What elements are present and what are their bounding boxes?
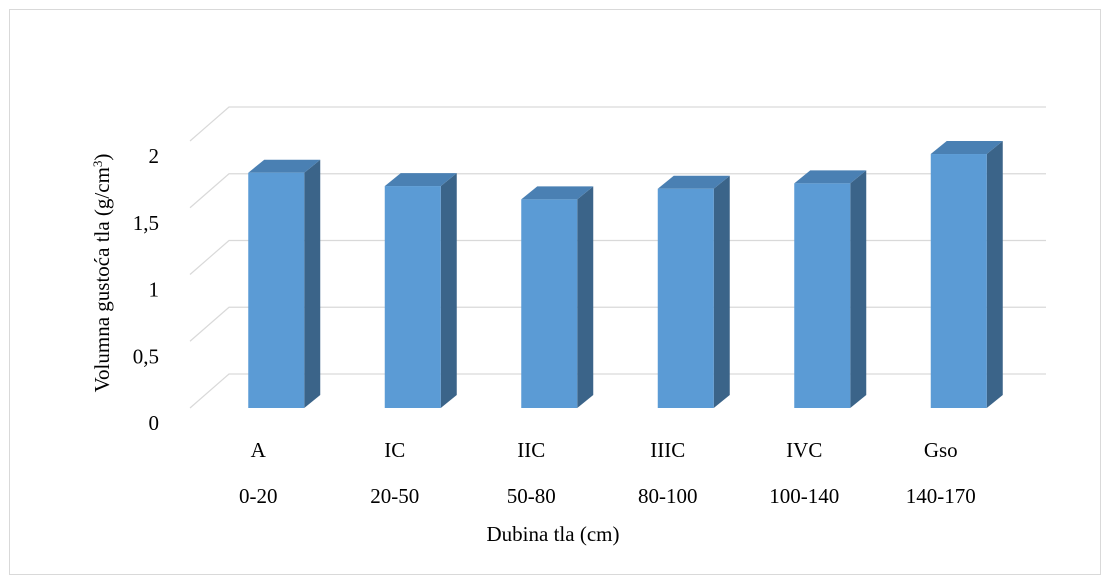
bar-side-face [577, 186, 594, 408]
x-category-horizon: Gso [924, 438, 958, 462]
x-category-depth: 100-140 [769, 484, 839, 508]
y-axis-title: Volumna gustoća tla (g/cm3) [90, 154, 115, 393]
bar-side-face [986, 141, 1003, 408]
bar-front-face [384, 186, 441, 408]
bar [384, 173, 457, 408]
gridline [189, 239, 1046, 275]
bar-side-face [440, 173, 457, 408]
y-tick-label: 0 [149, 411, 160, 435]
gridline [189, 373, 1046, 409]
gridlines [189, 106, 1046, 409]
x-category-depth: 20-50 [370, 484, 419, 508]
bar-side-face [713, 175, 730, 408]
x-category-horizon: IC [384, 438, 405, 462]
x-category-depth: 50-80 [507, 484, 556, 508]
bars [248, 141, 1003, 408]
bar-top-face [930, 141, 1003, 155]
bar [657, 175, 730, 408]
bar-top-face [657, 175, 730, 189]
bar-side-face [304, 159, 321, 408]
bar-top-face [248, 159, 321, 173]
x-category-horizon: IIC [517, 438, 545, 462]
x-category-depth: 80-100 [638, 484, 698, 508]
bar [930, 141, 1003, 408]
bar-side-face [850, 170, 867, 408]
bar [521, 186, 594, 408]
y-tick-label: 1,5 [133, 211, 159, 235]
x-category-horizon: IVC [786, 438, 822, 462]
bar-front-face [930, 154, 987, 408]
y-axis-ticks: 0 0,5 1 1,5 2 [133, 144, 159, 435]
bar-front-face [521, 199, 578, 408]
x-category-horizon: A [251, 438, 267, 462]
bar-top-face [384, 173, 457, 187]
bar-front-face [248, 172, 305, 408]
x-axis-title: Dubina tla (cm) [487, 522, 620, 546]
bar-top-face [794, 170, 867, 184]
x-axis-categories: A 0-20 IC 20-50 IIC 50-80 IIIC 80-100 IVC 100-140… [239, 438, 976, 508]
y-axis-title-end: ) [90, 154, 114, 161]
y-tick-label: 2 [149, 144, 160, 168]
y-tick-label: 1 [149, 278, 160, 302]
y-tick-label: 0,5 [133, 344, 159, 368]
x-category-depth: 0-20 [239, 484, 278, 508]
bar-front-face [794, 183, 851, 408]
y-axis-title-superscript: 3 [90, 161, 105, 168]
bar [794, 170, 867, 408]
x-category-horizon: IIIC [650, 438, 685, 462]
bar-top-face [521, 186, 594, 200]
x-category-depth: 140-170 [906, 484, 976, 508]
bar-front-face [657, 188, 714, 408]
bar [248, 159, 321, 408]
gridline [189, 173, 1046, 209]
gridline [189, 106, 1046, 142]
gridline [189, 306, 1046, 342]
y-axis-title-main: Volumna gustoća tla (g/cm [90, 167, 114, 392]
